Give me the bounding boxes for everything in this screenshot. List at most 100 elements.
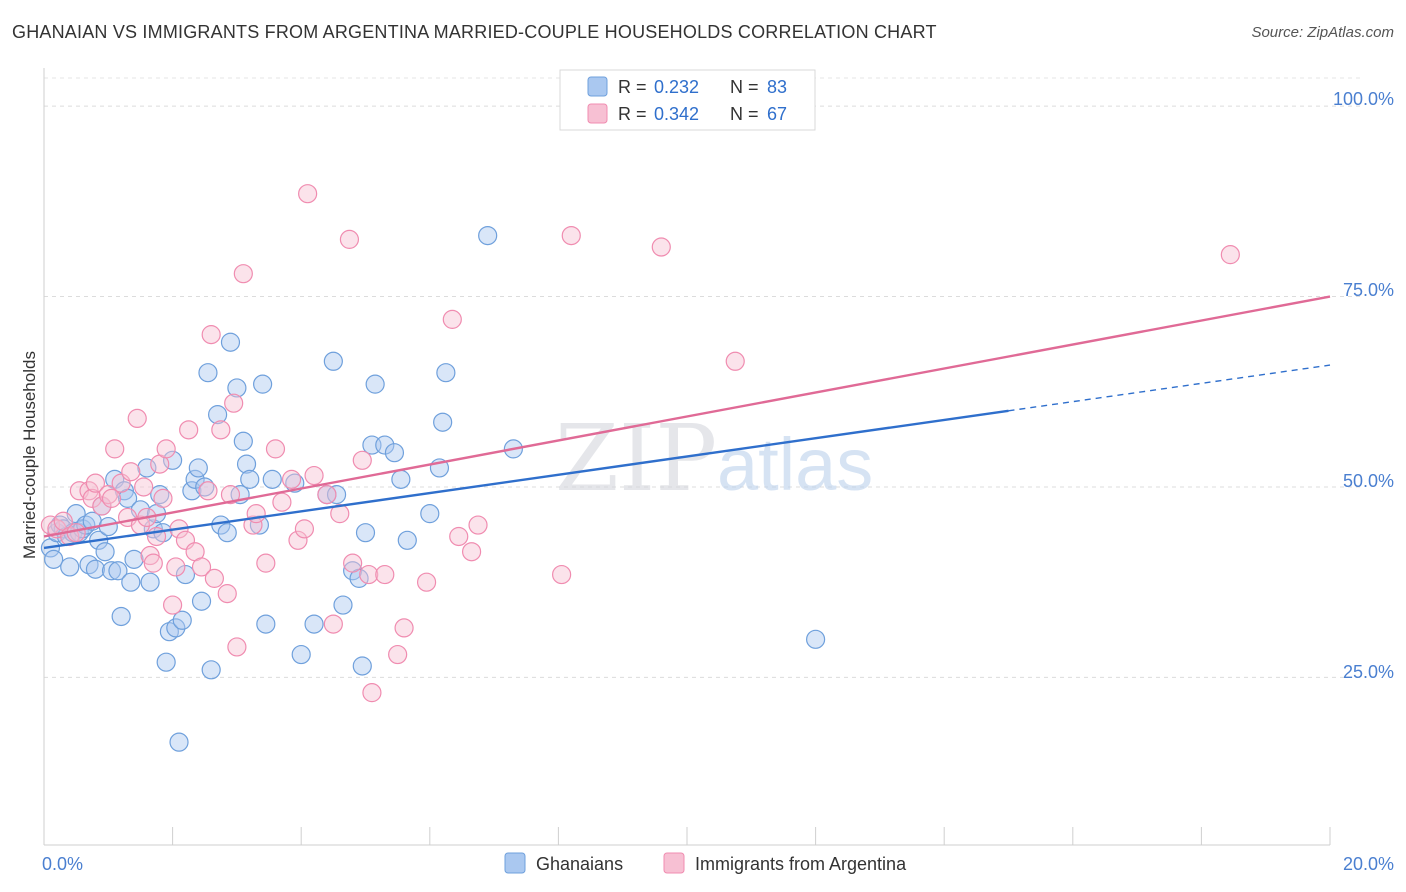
point-series0-40: [175, 564, 196, 585]
point-series1-70: [651, 237, 671, 257]
legend-bottom-label-argentina: Immigrants from Argentina: [695, 854, 907, 874]
point-series0-74: [375, 435, 395, 455]
trend-line-series1: [43, 295, 1331, 538]
point-series1-67: [468, 515, 488, 535]
point-series0-65: [323, 351, 343, 371]
point-series0-51: [220, 332, 241, 352]
y-axis-label: Married-couple Households: [20, 351, 39, 559]
point-series1-57: [352, 450, 372, 470]
trend-extension-series0: [1008, 364, 1331, 412]
legend-bottom-swatch-ghanaians: [504, 852, 526, 874]
point-series0-63: [304, 614, 324, 634]
axes: [43, 68, 1331, 846]
point-series0-21: [108, 561, 128, 581]
point-series0-34: [156, 652, 176, 672]
point-series0-39: [172, 610, 192, 630]
y-tick-label-25: 25.0%: [1343, 662, 1394, 682]
point-series1-51: [304, 465, 324, 486]
point-series1-71: [725, 351, 745, 371]
point-series0-84: [805, 629, 826, 649]
point-series0-46: [198, 363, 218, 383]
point-series1-48: [288, 530, 308, 550]
point-series0-62: [291, 644, 311, 665]
point-series1-54: [330, 504, 350, 524]
trend-line-series0: [43, 409, 1009, 550]
point-series0-45: [195, 477, 215, 497]
point-series0-68: [343, 561, 363, 581]
data-points: [40, 184, 1240, 752]
grid-lines: [44, 77, 1360, 678]
point-series0-42: [185, 469, 205, 489]
point-series1-18: [134, 477, 154, 497]
point-series0-52: [227, 378, 247, 398]
chart-title: GHANAIAN VS IMMIGRANTS FROM ARGENTINA MA…: [12, 22, 937, 42]
point-series1-9: [92, 496, 112, 516]
point-series0-73: [365, 374, 385, 394]
point-series1-59: [362, 683, 382, 703]
point-series0-29: [140, 572, 160, 592]
point-series1-58: [359, 564, 379, 585]
legend-swatch-ghanaians: [587, 76, 608, 97]
point-series0-81: [436, 363, 456, 383]
legend-n-value-2: 67: [767, 104, 787, 124]
point-series0-66: [326, 484, 347, 505]
point-series0-75: [384, 443, 405, 463]
point-series1-21: [143, 553, 163, 573]
point-series0-26: [124, 549, 144, 569]
point-series0-43: [188, 458, 208, 478]
trend-lines: [43, 295, 1331, 550]
point-series1-62: [394, 618, 414, 638]
point-series0-76: [391, 469, 411, 489]
point-series1-33: [198, 481, 218, 501]
point-series1-45: [265, 439, 286, 459]
point-series1-27: [166, 557, 186, 577]
y-tick-label-100: 100.0%: [1333, 89, 1394, 109]
point-series0-32: [150, 484, 170, 505]
point-series0-1: [44, 549, 64, 569]
point-series0-60: [262, 469, 282, 489]
point-series0-70: [352, 656, 372, 676]
point-series1-42: [243, 515, 263, 535]
point-series1-55: [339, 229, 360, 249]
point-series1-12: [105, 439, 125, 459]
point-series1-49: [294, 519, 315, 539]
point-series0-6: [60, 557, 80, 577]
point-series0-77: [397, 530, 417, 550]
point-series1-60: [375, 564, 395, 585]
legend-bottom-swatch-argentina: [663, 852, 685, 874]
point-series0-54: [233, 431, 253, 451]
point-series1-56: [343, 553, 363, 573]
point-series1-72: [1220, 245, 1240, 265]
point-series1-8: [85, 473, 106, 493]
point-series1-25: [156, 439, 176, 459]
point-series1-63: [416, 572, 437, 592]
point-series1-66: [461, 542, 482, 562]
legend-series: Ghanaians Immigrants from Argentina: [504, 852, 907, 874]
point-series1-65: [449, 526, 469, 547]
point-series0-25: [121, 572, 141, 592]
point-series1-32: [191, 557, 212, 577]
point-series1-43: [246, 504, 266, 524]
point-series1-44: [256, 553, 276, 573]
point-series1-38: [220, 484, 241, 505]
point-series0-14: [85, 559, 106, 579]
axis-labels: Married-couple Households 0.0% 20.0% 25.…: [20, 89, 1394, 874]
legend-n-label-1: N =: [730, 77, 759, 97]
point-series1-41: [233, 264, 253, 284]
point-series0-48: [208, 405, 228, 425]
point-series1-34: [201, 325, 221, 345]
legend-r-label-1: R =: [618, 77, 647, 97]
point-series0-82: [478, 225, 498, 246]
point-series1-69: [561, 225, 581, 246]
point-series0-28: [137, 458, 157, 478]
point-series1-50: [298, 184, 318, 204]
legend-r-label-2: R =: [618, 104, 647, 124]
point-series0-37: [166, 618, 186, 638]
point-series1-53: [323, 614, 343, 634]
point-series1-30: [179, 420, 199, 440]
point-series1-39: [224, 393, 244, 413]
point-series1-37: [217, 584, 237, 604]
chart-source: Source: ZipAtlas.com: [1251, 24, 1394, 41]
watermark: ZIP atlas: [555, 405, 873, 512]
point-series0-59: [256, 614, 276, 634]
